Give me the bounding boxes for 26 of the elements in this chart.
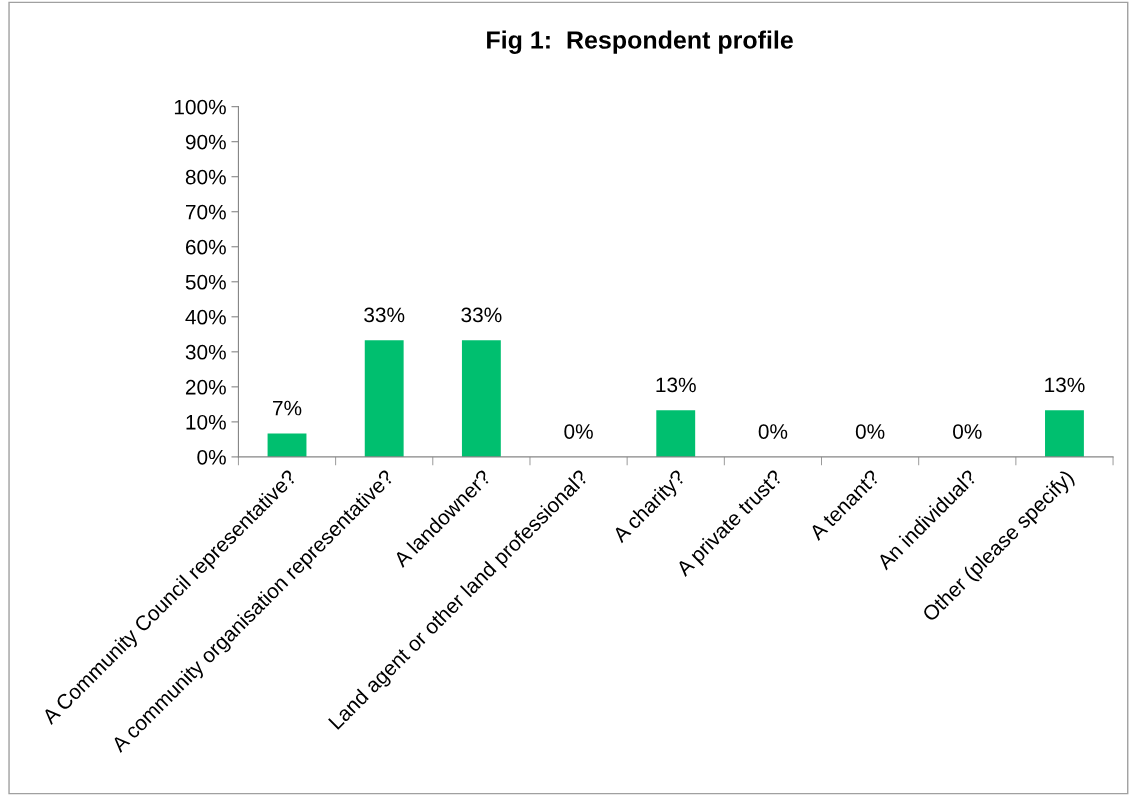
bar	[1045, 410, 1084, 457]
data-label: 33%	[461, 307, 502, 323]
data-label: 0%	[758, 424, 788, 439]
data-label: 33%	[364, 307, 405, 323]
bar	[267, 433, 307, 457]
y-tick-label: 0%	[197, 449, 226, 465]
y-tick-label: 50%	[185, 274, 226, 290]
data-label: 13%	[1045, 377, 1085, 393]
bar	[364, 340, 404, 457]
bar	[461, 340, 501, 457]
y-tick-label: 90%	[185, 134, 226, 150]
y-tick-label: 70%	[186, 204, 226, 220]
y-tick-label: 100%	[174, 99, 226, 115]
data-label: 0%	[855, 424, 885, 439]
data-label: 7%	[273, 400, 302, 416]
y-tick-label: 30%	[185, 344, 226, 360]
y-tick-label: 10%	[186, 414, 226, 430]
data-label: 13%	[656, 377, 696, 393]
y-tick-label: 40%	[185, 309, 226, 325]
bar	[656, 410, 696, 457]
y-tick-label: 20%	[185, 379, 226, 395]
y-tick-label: 60%	[185, 239, 226, 255]
chart-title: Fig 1: Respondent profile	[487, 30, 793, 54]
data-label: 0%	[953, 424, 982, 439]
data-label: 0%	[564, 424, 593, 439]
y-tick-label: 80%	[185, 169, 226, 185]
